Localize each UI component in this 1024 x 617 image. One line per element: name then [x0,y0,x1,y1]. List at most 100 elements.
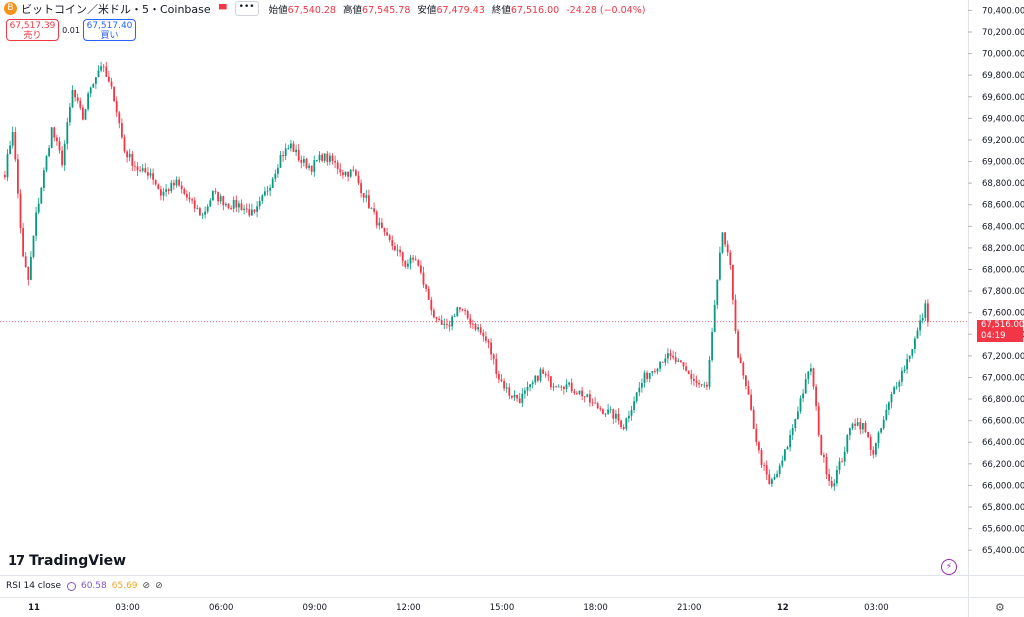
candle [495,353,498,379]
candles [0,61,968,491]
candle [401,251,404,267]
tradingview-logo[interactable]: 17 TradingView [8,553,126,569]
candle [706,381,708,391]
candle [908,355,911,363]
time-tick-label: 12:00 [396,603,421,613]
candle [235,195,238,213]
spread-value: 0.01 [62,25,80,35]
hide-ma-icon[interactable]: ⊘ [155,581,163,591]
candle [440,315,443,326]
candle [825,453,828,479]
candle [313,155,316,177]
time-tick-label: 15:00 [490,603,515,613]
candle [919,314,921,336]
candle [885,404,888,421]
candle [149,168,152,179]
candle [500,374,503,383]
sell-button[interactable]: 67,517.39 売り [6,19,59,41]
candle [388,233,391,243]
candle [409,254,412,270]
candle [69,102,71,126]
candle [430,296,433,316]
candle [331,153,334,165]
candle [162,188,165,201]
candle [877,431,880,449]
rsi-settings-icon[interactable] [66,581,76,591]
candle [581,386,583,401]
candle [817,402,820,437]
candle [56,134,58,147]
candle [461,308,464,312]
lightning-icon[interactable]: ⚡ [941,559,957,575]
candle [310,165,313,176]
candle [482,329,485,342]
candle [11,126,14,149]
candle [518,392,521,404]
close-value: 67,516.00 [510,4,560,16]
rsi-label[interactable]: RSI 14 close [6,581,61,591]
candle [248,203,251,218]
candle [71,85,74,109]
candle [204,206,206,219]
symbol-header: B ビットコイン／米ドル・5・Coinbase ••• 始値67,540.28 … [4,1,645,16]
hide-icon[interactable]: ⊘ [142,581,151,591]
candle [646,370,648,383]
gear-icon[interactable]: ⚙ [995,601,1005,614]
candle [217,191,219,206]
candle [251,203,253,216]
candle [810,363,812,376]
candle [326,151,329,166]
candle [521,388,524,408]
candle [622,424,625,431]
candle [599,405,602,412]
candle [115,96,118,117]
candle [781,455,784,468]
candle [713,299,716,333]
candle [391,235,394,251]
candle [700,383,703,388]
candle [277,164,279,178]
buy-button[interactable]: 67,517.40 買い [83,19,136,41]
candle [381,217,383,229]
candle [79,97,82,110]
candle [778,463,781,478]
candle [407,259,409,270]
candle [139,166,141,173]
candle [40,186,43,204]
flag-icon[interactable] [218,4,227,13]
price-tick-label: 65,600.00 [982,525,1024,535]
symbol-title[interactable]: ビットコイン／米ドル・5・Coinbase [21,2,211,16]
open-value: 67,540.28 [287,4,336,16]
candle [404,260,407,269]
candle [82,104,84,121]
candle [734,294,737,334]
candle [451,315,453,331]
candle [141,163,144,173]
candle [539,367,542,383]
candle [225,202,227,208]
candle [360,179,362,198]
candle [245,203,248,213]
last-price-label: 67,516.00 04:19 [977,320,1024,342]
candle [911,348,914,359]
candle [258,196,261,210]
candle [568,381,570,388]
candle [373,202,375,215]
buy-price: 67,517.40 [86,21,133,31]
candle [17,154,19,199]
candle [677,358,680,363]
candle [752,406,755,430]
candle [295,144,297,156]
time-tick-label: 12 [777,603,789,613]
candle [602,408,604,415]
candle [66,117,69,150]
candle [199,206,201,216]
candle [526,381,529,396]
price-tick-label: 68,400.00 [982,222,1024,232]
candle [901,367,903,387]
candle [316,159,318,163]
candle [812,367,815,390]
candle [92,83,95,88]
more-button[interactable]: ••• [234,1,259,16]
